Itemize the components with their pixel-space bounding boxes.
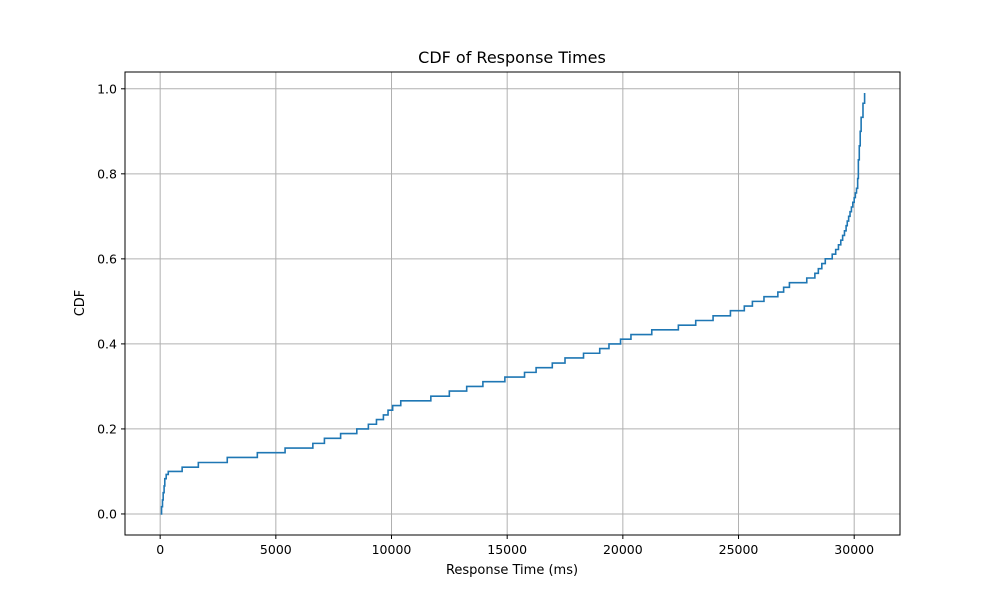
x-tick-label: 10000 <box>372 542 412 557</box>
x-tick-label: 0 <box>156 542 164 557</box>
grid-lines <box>125 72 900 535</box>
x-tick-label: 30000 <box>834 542 874 557</box>
x-tick-label: 5000 <box>260 542 292 557</box>
x-tick-label: 15000 <box>487 542 527 557</box>
y-axis-ticks: 0.0 0.2 0.4 0.6 0.8 1.0 <box>97 81 125 521</box>
y-tick-label: 0.4 <box>97 336 117 351</box>
plot-area-frame <box>124 71 901 536</box>
chart-title: CDF of Response Times <box>418 48 606 67</box>
y-tick-label: 0.6 <box>97 251 117 266</box>
x-axis-ticks: 0 5000 10000 15000 20000 25000 30000 <box>156 535 874 557</box>
y-tick-label: 0.2 <box>97 421 117 436</box>
cdf-step-line <box>160 93 866 515</box>
y-axis-label: CDF <box>73 290 88 317</box>
y-tick-label: 1.0 <box>97 81 117 96</box>
y-tick-label: 0.8 <box>97 166 117 181</box>
y-tick-label: 0.0 <box>97 506 117 521</box>
x-axis-label: Response Time (ms) <box>446 563 578 578</box>
x-tick-label: 25000 <box>719 542 759 557</box>
x-tick-label: 20000 <box>603 542 643 557</box>
